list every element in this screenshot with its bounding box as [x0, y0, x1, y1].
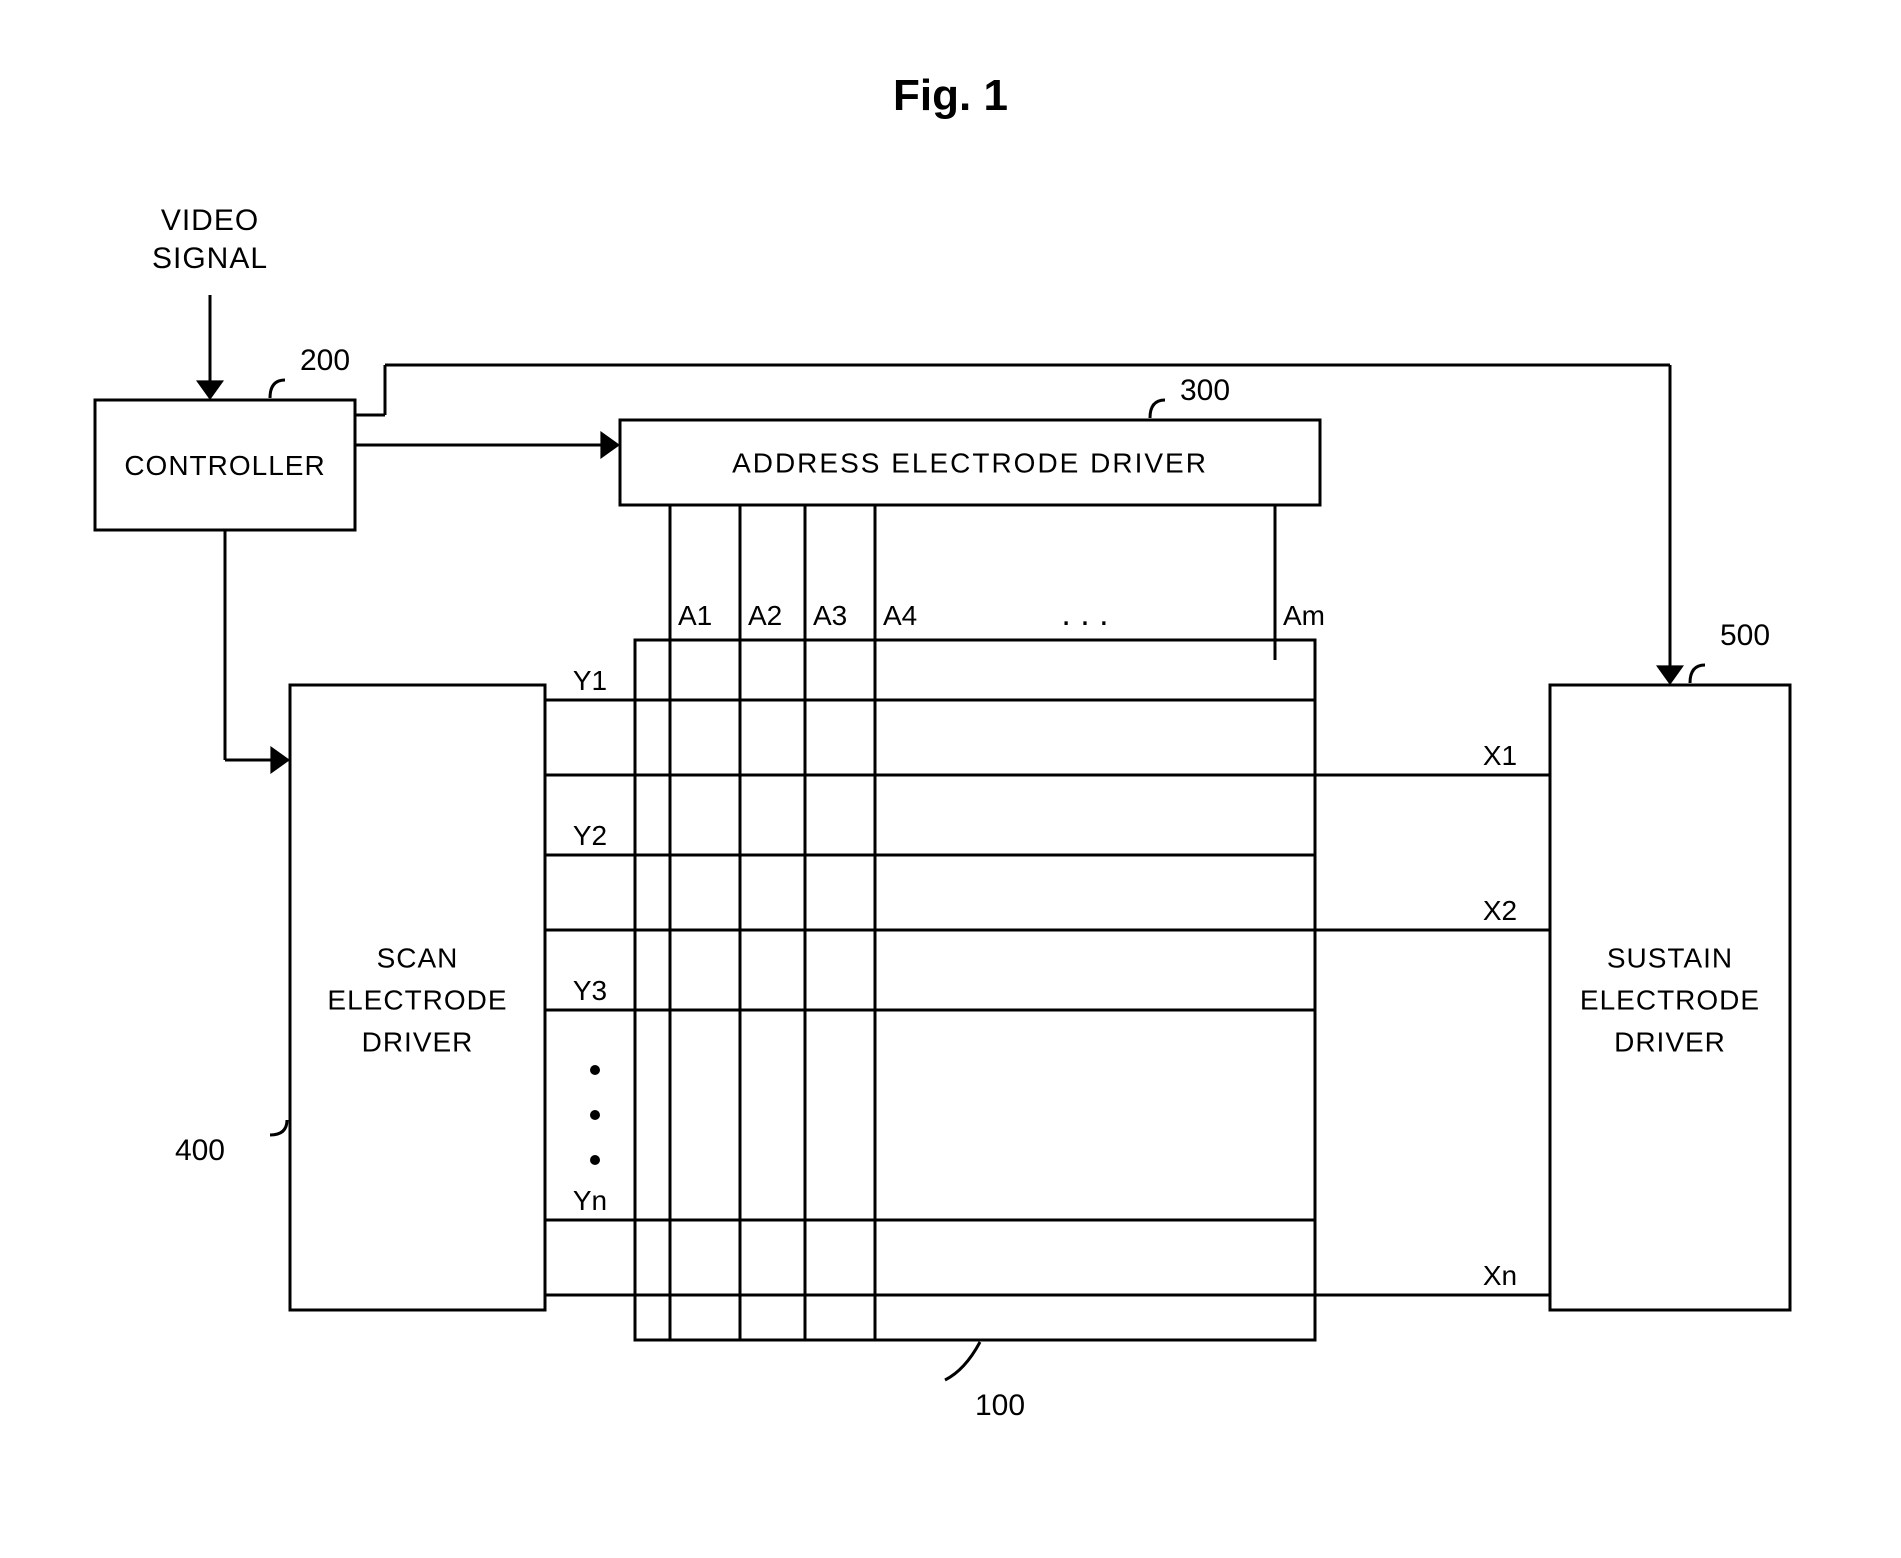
sustain-label-Xn: Xn — [1483, 1260, 1517, 1291]
ref-300: 300 — [1180, 374, 1230, 407]
ref-400: 400 — [175, 1134, 225, 1167]
panel-block — [635, 640, 1315, 1340]
scan-label-Y3: Y3 — [573, 975, 607, 1006]
svg-text:ELECTRODE: ELECTRODE — [1580, 985, 1760, 1016]
scan-label-Yn: Yn — [573, 1185, 607, 1216]
svg-text:SIGNAL: SIGNAL — [152, 242, 268, 275]
scan-label-Y2: Y2 — [573, 820, 607, 851]
svg-text:DRIVER: DRIVER — [1614, 1027, 1726, 1058]
addr-label-A4: A4 — [883, 600, 917, 631]
video-signal-label: VIDEO — [161, 204, 259, 237]
addr-ellipsis: . . . — [1061, 595, 1108, 633]
figure-title: Fig. 1 — [893, 71, 1008, 120]
addr-label-A3: A3 — [813, 600, 847, 631]
sustain-label-X2: X2 — [1483, 895, 1517, 926]
addr-label-A2: A2 — [748, 600, 782, 631]
svg-text:ELECTRODE: ELECTRODE — [327, 985, 507, 1016]
ref-200: 200 — [300, 344, 350, 377]
scan-label-Y1: Y1 — [573, 665, 607, 696]
ref-500: 500 — [1720, 619, 1770, 652]
addr-label-A1: A1 — [678, 600, 712, 631]
scan-driver-label: SCAN — [377, 943, 459, 974]
addr-label-Am: Am — [1283, 600, 1325, 631]
sustain-label-X1: X1 — [1483, 740, 1517, 771]
svg-text:DRIVER: DRIVER — [362, 1027, 474, 1058]
sustain-driver-label: SUSTAIN — [1607, 943, 1733, 974]
ref-100: 100 — [975, 1389, 1025, 1422]
controller-label: CONTROLLER — [124, 450, 325, 481]
address-driver-label: ADDRESS ELECTRODE DRIVER — [732, 448, 1208, 479]
